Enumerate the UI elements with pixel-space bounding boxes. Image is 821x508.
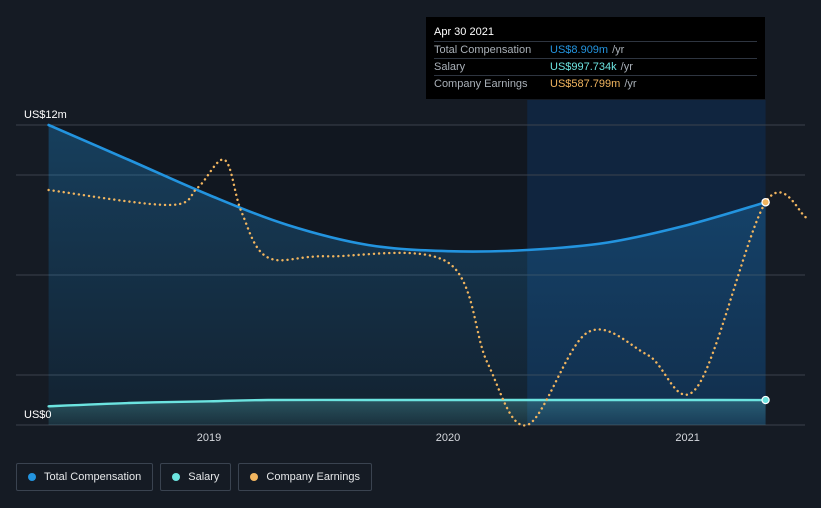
company-earnings-marker: [761, 198, 770, 207]
salary-marker: [761, 395, 770, 405]
x-tick-label: 2021: [675, 432, 699, 444]
legend-label: Total Compensation: [44, 471, 142, 483]
legend-item-salary[interactable]: Salary: [160, 463, 232, 491]
salary-line: [47, 398, 767, 408]
total-compensation-area: [48, 125, 766, 425]
area-fills: [48, 125, 766, 425]
hover-markers: [761, 198, 770, 405]
legend-dot-icon: [250, 473, 259, 481]
legend-dot-icon: [172, 473, 181, 481]
legend-item-company-earnings[interactable]: Company Earnings: [238, 463, 372, 491]
salary-area: [48, 399, 766, 425]
x-tick-label: 2019: [197, 432, 221, 444]
tooltip-label: Total Compensation: [434, 44, 532, 56]
y-tick-label: US$12m: [24, 109, 67, 121]
axis-labels: US$12m US$0 2019 2020 2021: [24, 109, 700, 444]
y-tick-label: US$0: [24, 409, 52, 421]
legend-label: Salary: [188, 471, 220, 483]
tooltip-value: US$8.909m: [550, 44, 609, 56]
tooltip-date: Apr 30 2021: [434, 26, 494, 38]
tooltip-unit: /yr: [620, 61, 633, 73]
chart-legend: Total Compensation Salary Company Earnin…: [16, 463, 372, 491]
tooltip-unit: /yr: [624, 78, 637, 90]
tooltip-label: Salary: [434, 61, 466, 73]
chart-tooltip: Apr 30 2021 Total Compensation US$8.909m…: [426, 17, 765, 99]
tooltip-row-company-earnings: Company Earnings US$587.799m /yr: [434, 75, 757, 92]
series-lines: [47, 123, 808, 427]
tooltip-unit: /yr: [612, 44, 625, 56]
tooltip-value: US$587.799m: [550, 78, 621, 90]
tooltip-row-total-compensation: Total Compensation US$8.909m /yr: [434, 41, 757, 58]
x-tick-label: 2020: [436, 432, 460, 444]
legend-item-total-compensation[interactable]: Total Compensation: [16, 463, 154, 491]
tooltip-value: US$997.734k: [550, 61, 617, 73]
legend-label: Company Earnings: [266, 471, 360, 483]
tooltip-label: Company Earnings: [434, 78, 528, 90]
tooltip-row-salary: Salary US$997.734k /yr: [434, 58, 757, 75]
total-compensation-line: [47, 123, 767, 253]
legend-dot-icon: [28, 473, 36, 481]
